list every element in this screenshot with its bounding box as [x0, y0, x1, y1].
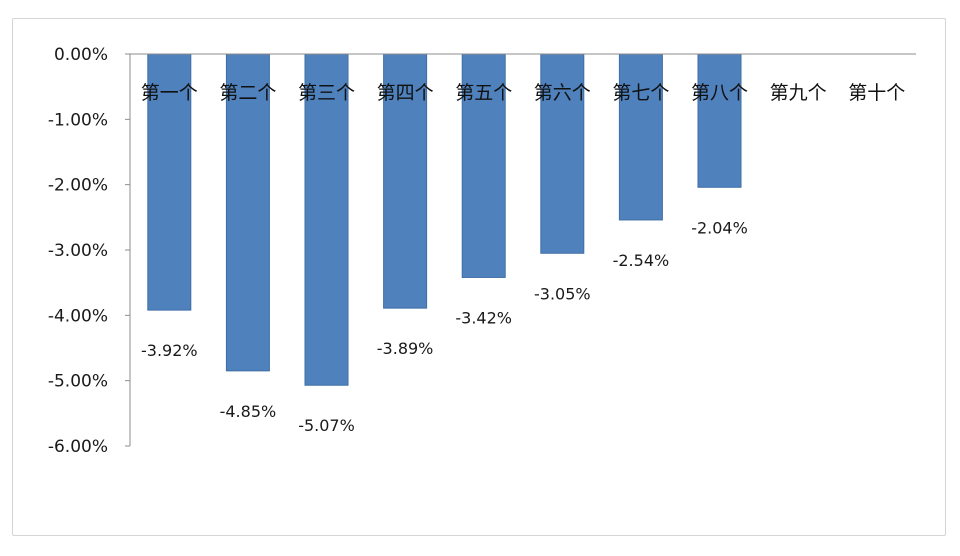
data-label: -3.89% [377, 339, 434, 358]
data-label: -3.42% [455, 308, 512, 327]
y-tick-label: -1.00% [48, 110, 108, 130]
data-label: -2.54% [613, 251, 670, 270]
category-label: 第十个 [848, 82, 905, 104]
data-label: -3.05% [534, 284, 591, 303]
y-axis: 0.00% -1.00% -2.00% -3.00% -4.00% -5.00% -6.00… [48, 45, 131, 457]
y-tick-label: -6.00% [48, 437, 108, 457]
category-label: 第八个 [691, 82, 748, 104]
category-label: 第六个 [534, 82, 591, 104]
data-label: -5.07% [298, 416, 355, 435]
category-label: 第三个 [298, 82, 355, 104]
data-label: -4.85% [220, 402, 277, 421]
y-tick-label: -2.00% [48, 176, 108, 196]
y-tick-label: -4.00% [48, 306, 108, 326]
category-label: 第四个 [377, 82, 434, 104]
y-tick-label: -5.00% [48, 372, 108, 392]
bar [383, 53, 428, 309]
category-label: 第一个 [141, 82, 198, 104]
data-label: -3.92% [141, 341, 198, 360]
category-labels: 第一个 第二个 第三个 第四个 第五个 第六个 第七个 第八个 第九个 第十个 [141, 82, 905, 104]
data-label: -2.04% [691, 218, 748, 237]
bar [225, 53, 270, 372]
y-tick-label: 0.00% [54, 45, 108, 65]
bar [697, 53, 742, 188]
data-labels: -3.92% -4.85% -5.07% -3.89% -3.42% -3.05% -2.5… [141, 218, 748, 435]
bar [618, 53, 663, 221]
bars [147, 53, 742, 386]
y-tick-label: -3.00% [48, 241, 108, 261]
category-label: 第五个 [455, 82, 512, 104]
bar [304, 53, 349, 386]
category-label: 第七个 [612, 82, 669, 104]
bar [147, 53, 192, 311]
category-label: 第二个 [219, 82, 276, 104]
category-label: 第九个 [770, 82, 827, 104]
